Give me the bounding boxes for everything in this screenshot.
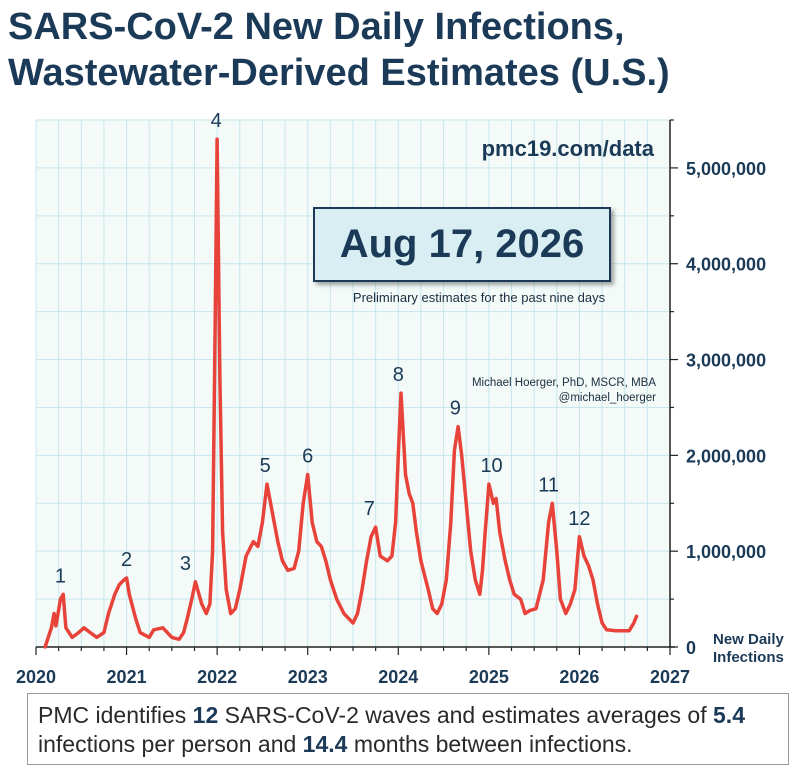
wave-label: 4 [211,110,222,132]
footer-infections-per-person: 5.4 [713,702,745,728]
x-tick-label: 2022 [197,667,237,687]
y-axis-label-line-1: New Daily [713,631,784,648]
author-handle: @michael_hoerger [558,392,656,404]
y-tick-label: 2,000,000 [686,446,766,466]
wave-label: 9 [450,398,461,420]
wave-label: 5 [260,455,271,477]
wave-label: 10 [480,455,502,477]
wave-label: 6 [302,446,313,468]
wave-label: 11 [538,474,559,496]
x-tick-label: 2024 [378,667,418,687]
x-tick-label: 2025 [469,667,509,687]
axes [35,119,678,655]
date-box: Aug 17, 2026 [313,207,611,282]
y-tick-label: 5,000,000 [686,159,766,179]
footer-waves-count: 12 [192,702,219,728]
wave-label: 8 [393,364,404,386]
chart-title-line-1: SARS-CoV-2 New Daily Infections, [8,6,625,48]
preliminary-note: Preliminary estimates for the past nine … [352,290,606,305]
x-tick-labels: 2020 2021 2022 2023 2024 2025 2026 2027 [16,667,690,687]
y-axis-label: New Daily Infections [713,631,784,667]
x-tick-label: 2027 [650,667,690,687]
chart-title-line-2: Wastewater-Derived Estimates (U.S.) [8,52,670,94]
wave-label: 2 [121,549,132,571]
series-group [43,137,639,649]
author-name: Michael Hoerger, PhD, MSCR, MBA [471,377,656,389]
summary-footer: PMC identifies 12 SARS-CoV-2 waves and e… [27,693,789,765]
footer-text-3: infections per person and [38,731,303,757]
wave-label: 7 [364,498,375,520]
y-tick-label: 0 [686,638,696,658]
y-tick-label: 1,000,000 [686,542,766,562]
footer-text-1: PMC identifies [38,702,193,728]
x-tick-label: 2021 [107,667,147,687]
author-credit: Michael Hoerger, PhD, MSCR, MBA @michael… [472,376,656,406]
wave-label: 1 [55,565,66,587]
source-url: pmc19.com/data [481,136,654,161]
footer-text-4: months between infections. [347,731,633,757]
chart-title: SARS-CoV-2 New Daily Infections, Wastewa… [8,4,798,96]
infections-line [43,137,639,649]
y-tick-labels: 0 1,000,000 2,000,000 3,000,000 4,000,000 5,0… [686,159,766,658]
wave-label: 3 [180,553,191,575]
wave-label: 12 [568,508,590,530]
x-tick-label: 2020 [16,667,56,687]
x-tick-label: 2023 [288,667,328,687]
y-tick-label: 4,000,000 [686,255,766,275]
footer-months-between: 14.4 [302,731,348,757]
y-axis-label-line-2: Infections [713,649,784,666]
y-tick-label: 3,000,000 [686,351,766,371]
footer-text-2: SARS-CoV-2 waves and estimates averages … [218,702,714,728]
x-tick-label: 2026 [559,667,599,687]
